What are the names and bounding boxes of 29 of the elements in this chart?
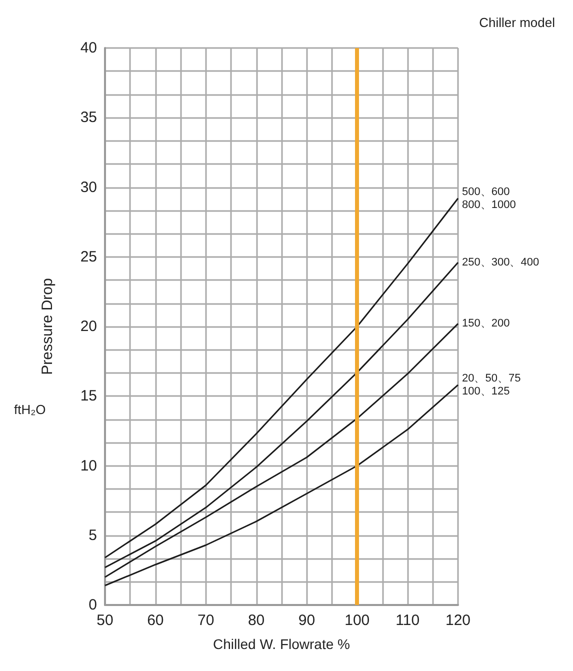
x-axis-title: Chilled W. Flowrate % [213,636,350,652]
line-series [104,384,459,586]
y-tick-label: 0 [88,596,97,614]
x-tick-label: 120 [445,612,471,629]
x-tick-label: 50 [96,612,114,629]
y-tick-label: 30 [80,178,97,196]
text: Chiller model [479,15,556,30]
x-tick-label: 80 [248,612,265,629]
x-tick-label: 100 [344,612,370,629]
line-series [104,262,459,568]
y-tick-label: 25 [80,248,97,266]
y-tick-label: 35 [80,109,97,126]
line-series [104,322,459,578]
x-tick-label: 90 [298,612,316,629]
series-label: 20、50、75 100、125 [462,372,521,398]
y-tick-label: 20 [80,318,97,335]
text: ftH₂O [14,402,46,417]
y-tick-label: 40 [80,40,97,56]
line-series [104,198,459,558]
y-tick-label: 15 [80,388,97,405]
series-label: 250、300、400 [462,256,540,268]
x-tick-label: 60 [147,612,164,629]
series-label: 500、600 800、1000 [462,186,516,211]
y-tick-label: 5 [88,526,97,544]
x-tick-label: 110 [396,612,420,629]
x-tick-label: 70 [198,612,214,629]
y-axis-title: Pressure Drop [39,278,56,375]
y-tick-label: 10 [80,457,97,474]
series-label: 150、200 [462,318,510,330]
